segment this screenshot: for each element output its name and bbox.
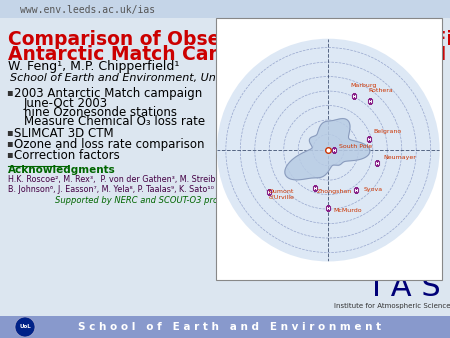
Text: South Pole: South Pole [339, 144, 373, 149]
Text: Syova: Syova [363, 187, 382, 192]
Text: School of Earth and Environment, University of Leeds, UK: School of Earth and Environment, Univers… [10, 73, 330, 83]
Text: ▪: ▪ [6, 138, 13, 148]
Text: Acknowledgments: Acknowledgments [8, 165, 116, 175]
Text: Ozone and loss rate comparison: Ozone and loss rate comparison [14, 138, 204, 151]
Text: nine Ozonesonde stations: nine Ozonesonde stations [24, 106, 177, 119]
Text: Belgrano: Belgrano [374, 129, 401, 134]
Text: 2003 Antarctic Match campaign: 2003 Antarctic Match campaign [14, 87, 202, 100]
Text: ▪: ▪ [6, 127, 13, 137]
Text: SLIMCAT 3D CTM: SLIMCAT 3D CTM [14, 127, 113, 140]
Text: Measure Chemical O₃ loss rate: Measure Chemical O₃ loss rate [24, 115, 205, 128]
Text: Comparison of Observations During the First: Comparison of Observations During the Fi… [8, 30, 450, 49]
Text: Rothera: Rothera [369, 88, 393, 93]
Text: Institute for Atmospheric Science: Institute for Atmospheric Science [334, 303, 450, 309]
Text: S c h o o l   o f   E a r t h   a n d   E n v i r o n m e n t: S c h o o l o f E a r t h a n d E n v i … [78, 322, 382, 332]
Text: W. Feng¹, M.P. Chipperfield¹: W. Feng¹, M.P. Chipperfield¹ [8, 60, 180, 73]
Circle shape [15, 317, 35, 337]
Bar [216, 18, 442, 280]
Bar [0, 0, 450, 18]
Text: Neumayer: Neumayer [383, 155, 416, 160]
Text: I A S: I A S [372, 273, 441, 303]
Text: H.K. Roscoe², M. Rex³,  P. von der Gathen³, M. Streibel³, F.Goutail⁴, O. Konig-L: H.K. Roscoe², M. Rex³, P. von der Gathen… [8, 175, 390, 194]
Text: Correction factors: Correction factors [14, 149, 120, 162]
Polygon shape [285, 119, 370, 180]
Text: Marburg: Marburg [351, 83, 377, 88]
Text: ▪: ▪ [6, 149, 13, 159]
Text: UoL: UoL [19, 324, 31, 330]
Text: www.env.leeds.ac.uk/ias: www.env.leeds.ac.uk/ias [20, 5, 155, 15]
Bar [0, 316, 450, 338]
Text: Dumont
d'Urville: Dumont d'Urville [269, 189, 294, 200]
Text: McMurdo: McMurdo [334, 208, 362, 213]
Text: Supported by NERC and SCOUT-O3 project: Supported by NERC and SCOUT-O3 project [55, 196, 234, 205]
Text: Zhongshan: Zhongshan [316, 189, 352, 194]
Text: Antarctic Match Campaign with a 3D CTM: Antarctic Match Campaign with a 3D CTM [8, 45, 446, 64]
Text: June-Oct 2003: June-Oct 2003 [24, 97, 108, 110]
Text: ▪: ▪ [6, 87, 13, 97]
